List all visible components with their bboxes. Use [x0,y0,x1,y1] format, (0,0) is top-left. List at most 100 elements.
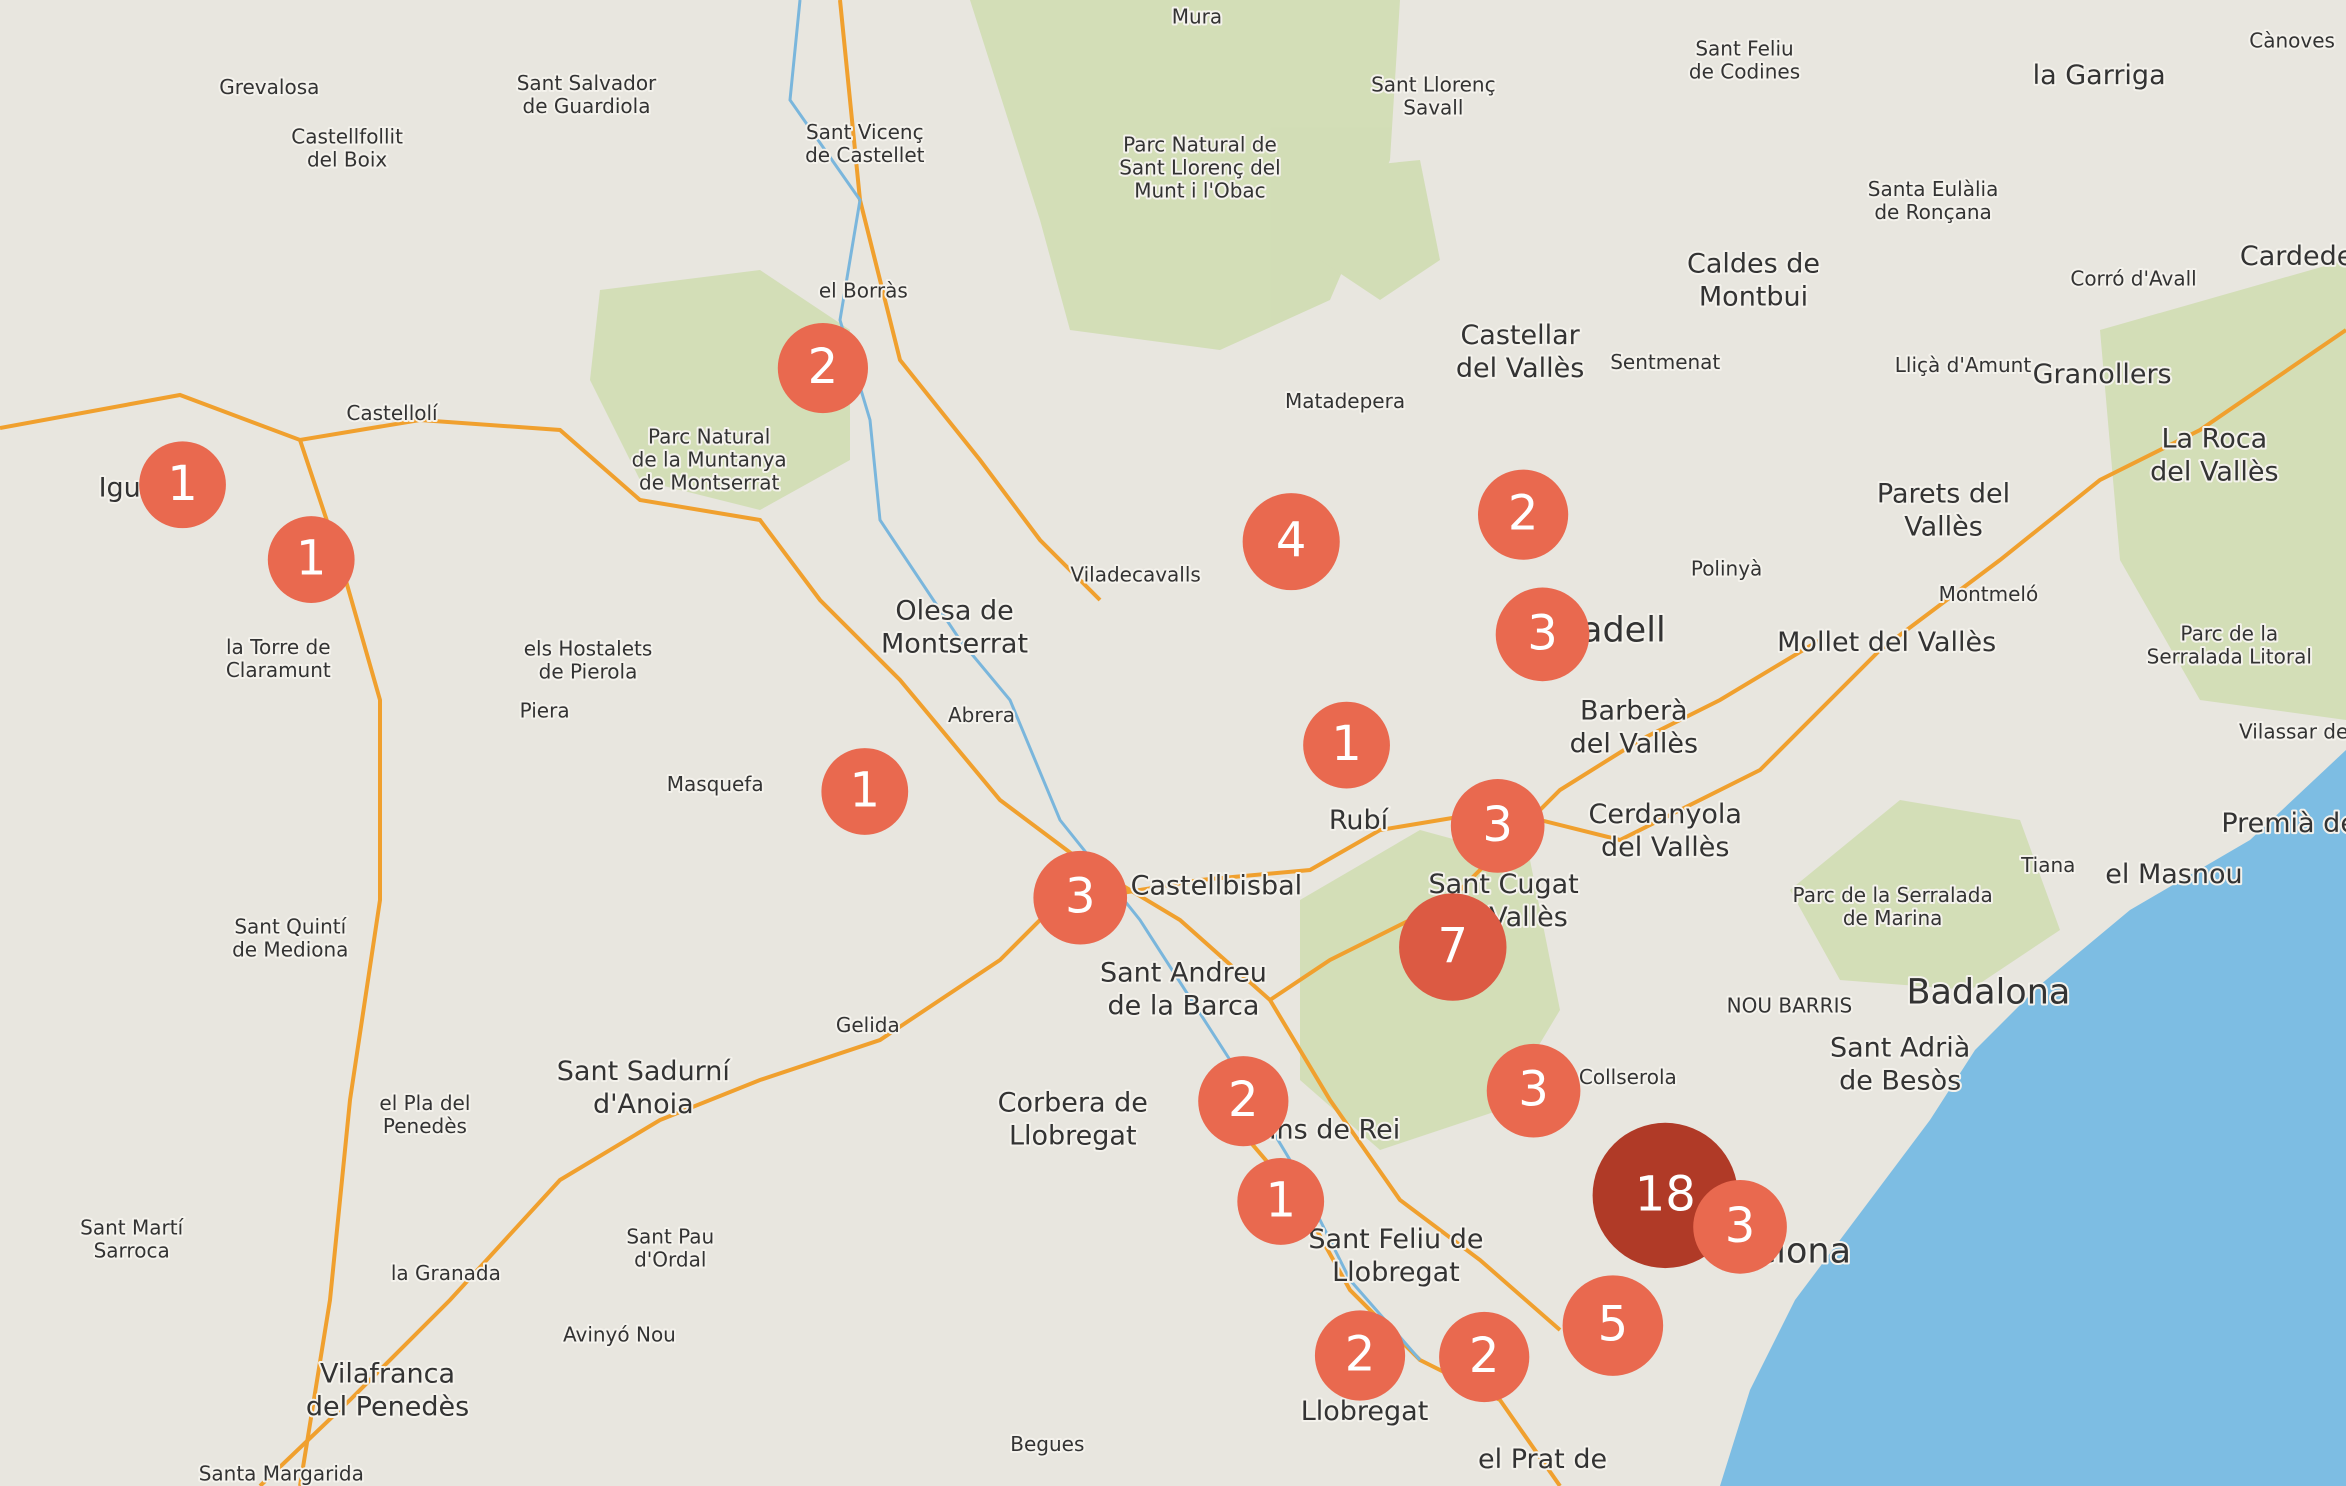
place-label: Sant Quintí [234,915,347,939]
cluster-marker[interactable]: 7 [1399,893,1507,1001]
parks [590,0,2346,1150]
cluster-marker[interactable]: 3 [1033,850,1128,945]
cluster-count[interactable]: 3 [1065,869,1096,925]
place-label: Santa Margarida [199,1462,364,1486]
cluster-marker[interactable]: 5 [1562,1275,1664,1376]
cluster-marker[interactable]: 1 [1237,1158,1325,1245]
cluster-count[interactable]: 3 [1482,797,1513,853]
cluster-circle[interactable] [821,748,909,835]
cluster-circle[interactable] [1486,1043,1581,1138]
cluster-marker[interactable]: 1 [821,748,909,835]
place-label: Castellbisbal [1131,871,1303,902]
place-label: Badalona [1906,972,2070,1012]
cluster-count[interactable]: 2 [808,339,839,395]
place-label: Sant Andreu [1100,957,1267,988]
cluster-count[interactable]: 2 [1228,1072,1259,1128]
cluster-circle[interactable] [1033,850,1128,945]
cluster-marker[interactable]: 4 [1242,493,1340,591]
place-label: Parc Natural [648,424,770,448]
place-label: de Castellet [805,143,925,167]
place-label: la Granada [391,1261,501,1285]
cluster-circle[interactable] [1303,701,1390,789]
cluster-count[interactable]: 1 [296,531,327,587]
cluster-count[interactable]: 7 [1438,918,1469,974]
cluster-circle[interactable] [1314,1310,1406,1401]
cluster-marker[interactable]: 2 [1439,1311,1530,1403]
cluster-count[interactable]: 4 [1276,513,1307,569]
place-label: Begues [1010,1432,1084,1456]
cluster-count[interactable]: 1 [850,762,881,818]
place-label: Savall [1403,95,1463,119]
place-label: Corbera de [998,1088,1148,1119]
cluster-marker[interactable]: 1 [1303,701,1390,789]
place-label: de Montserrat [639,470,779,494]
place-label: Castellolí [346,401,439,425]
cluster-circle[interactable] [1198,1056,1289,1147]
place-label: Avinyó Nou [563,1323,676,1347]
cluster-circle[interactable] [777,322,869,414]
cluster-marker[interactable]: 2 [1314,1310,1406,1401]
cluster-count[interactable]: 2 [1469,1328,1500,1384]
cluster-count[interactable]: 5 [1598,1297,1629,1353]
cluster-circle[interactable] [1399,893,1507,1001]
place-label: NOU BARRIS [1727,993,1853,1017]
place-label: Olesa de [895,595,1013,626]
place-label: Corró d'Avall [2070,266,2196,290]
cluster-count[interactable]: 2 [1345,1327,1376,1383]
place-label: Igu [99,473,141,504]
cluster-circle[interactable] [1242,493,1340,591]
cluster-marker[interactable]: 1 [267,516,355,603]
cluster-count[interactable]: 2 [1508,486,1539,542]
place-label: Castellar [1460,320,1580,351]
cluster-circle[interactable] [1439,1311,1530,1403]
cluster-circle[interactable] [267,516,355,603]
place-label: Cànoves [2249,28,2335,52]
place-label: els Hostalets [524,636,653,660]
place-label: Cerdanyola [1589,799,1742,830]
park-area [2100,260,2346,720]
cluster-count[interactable]: 18 [1635,1166,1696,1222]
park-area [590,270,850,510]
place-label: el Borràs [819,278,908,302]
cluster-circle[interactable] [1450,779,1545,873]
place-label: Viladecavalls [1070,563,1201,587]
place-label: Collserola [1579,1065,1677,1089]
place-label: Cardede [2240,241,2346,272]
cluster-marker[interactable]: 2 [1198,1056,1289,1147]
cluster-circle[interactable] [1477,469,1569,560]
place-label: Vilassar de [2239,720,2346,744]
cluster-circle[interactable] [1562,1275,1664,1376]
place-label: Serralada Litoral [2147,644,2312,668]
place-label: la Torre de [226,635,331,659]
cluster-count[interactable]: 3 [1518,1062,1549,1118]
place-label: Sant Feliu [1695,36,1793,60]
sea [1720,750,2346,1486]
cluster-marker[interactable]: 3 [1450,779,1545,873]
cluster-count[interactable]: 3 [1527,605,1558,661]
place-label: Parc de la [2180,621,2278,645]
place-label: La Roca [2162,423,2268,454]
place-label: Sarroca [94,1238,170,1262]
place-label: Abrera [948,703,1015,727]
place-label: Sant Adrià [1830,1032,1970,1063]
cluster-circle[interactable] [1693,1180,1787,1274]
park-area [1790,800,2060,990]
cluster-marker[interactable]: 2 [1477,469,1569,560]
cluster-circle[interactable] [139,441,226,529]
cluster-count[interactable]: 1 [1331,716,1362,772]
cluster-marker[interactable]: 2 [777,322,869,414]
place-label: de Besòs [1839,1065,1961,1096]
cluster-marker[interactable]: 3 [1495,587,1590,682]
place-label: de Mediona [232,938,348,962]
cluster-marker[interactable]: 3 [1486,1043,1581,1138]
cluster-circle[interactable] [1495,587,1590,682]
place-label: Vallès [1904,512,1983,543]
cluster-circle[interactable] [1237,1158,1325,1245]
cluster-count[interactable]: 1 [1265,1172,1296,1228]
place-label: Parc Natural de [1123,133,1277,157]
cluster-marker[interactable]: 1 [139,441,226,529]
cluster-count[interactable]: 3 [1725,1198,1756,1254]
place-label: Sant Llorenç [1371,72,1496,96]
cluster-marker[interactable]: 3 [1693,1180,1787,1274]
cluster-count[interactable]: 1 [167,456,198,512]
